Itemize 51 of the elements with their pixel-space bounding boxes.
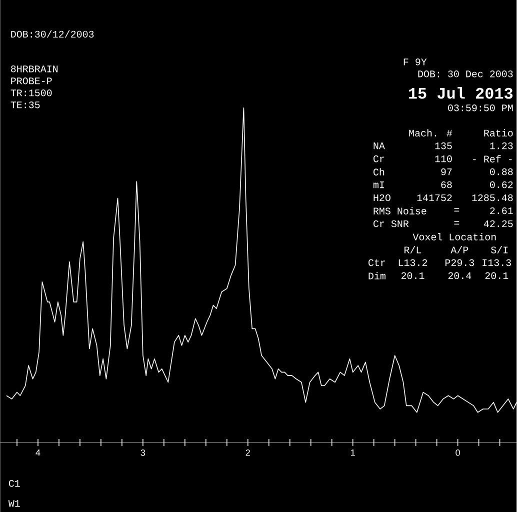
text: 15 Jul 2013 [408,86,513,99]
annotation: = [454,221,460,224]
annotation: 20.1 [485,272,508,279]
x-tick-label: 3 [140,449,146,456]
annotation: = [454,208,460,212]
annotation: 135 [435,142,452,150]
text: F 9Y [404,58,427,66]
annotation: 42.25 [484,220,513,227]
annotation: mI [373,181,384,188]
annotation: H2O [374,194,390,201]
annotation: P29.3 [445,259,474,266]
x-tick-label: 2 [246,449,250,456]
annotation: R/L [404,246,422,254]
annotation: Dim [368,272,386,280]
x-tick-label: 0 [456,449,460,456]
text: C1 [8,480,20,487]
text: PROBE-P [11,77,52,84]
annotation: Ctr [368,259,386,266]
text: TR:1500 [10,89,52,96]
annotation: 20.1 [401,272,424,279]
x-tick-label: 1 [351,449,355,456]
annotation: NA [374,142,385,149]
annotation: 1.23 [490,142,513,150]
annotation: Cr [374,155,384,162]
annotation: 68 [441,181,452,188]
annotation: Ch [374,168,384,176]
annotation: 110 [435,155,452,162]
annotation: TE:35 [10,101,40,108]
text: DOB: 30 Dec 2003 [418,70,513,78]
x-tick-label: 4 [36,449,40,456]
text: DOB:30/12/2003 [11,30,94,38]
annotation: 1285.48 [472,194,513,201]
annotation: 20.4 [448,272,472,279]
annotation: 141752 [417,194,452,201]
annotation: Voxel Location [412,232,496,240]
annotation: 97 [441,168,452,175]
text: 8HRBRAIN [11,65,58,72]
annotation: - Ref - [473,154,512,162]
annotation: RMS Noise [374,206,426,214]
annotation: Cr SNR [374,220,409,227]
annotation: 0.62 [490,181,513,188]
text: W1 [8,500,20,507]
annotation: L13.2 [398,259,428,266]
annotation: I13.3 [482,259,511,266]
annotation: S/I [491,246,508,254]
annotation: Ratio [484,128,513,136]
annotation: 0.88 [490,168,513,175]
annotation: 2.61 [490,207,513,214]
annotation: A/P [450,246,468,254]
annotation: Mach. # [409,128,452,136]
annotation: 03:59:50 PM [448,104,513,112]
